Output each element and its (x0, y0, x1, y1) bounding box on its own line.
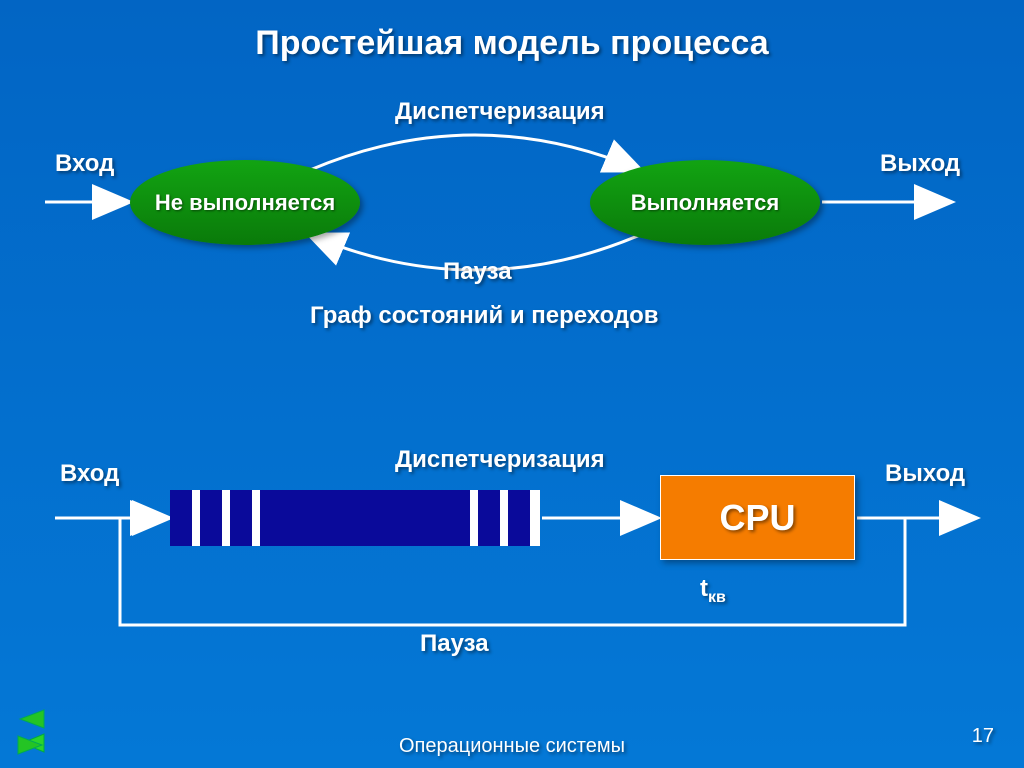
queue-label-in: Вход (60, 460, 119, 488)
edge-label-pause: Пауза (443, 258, 512, 286)
queue-segment (478, 490, 500, 546)
edge-label-out: Выход (880, 150, 960, 178)
triangle-left-icon[interactable] (16, 708, 46, 730)
state-diagram-subtitle: Граф состояний и переходов (310, 302, 659, 330)
state-node-label: Выполняется (631, 190, 779, 216)
cpu-box: CPU (660, 475, 855, 560)
process-queue (170, 490, 540, 546)
queue-segment (530, 490, 540, 546)
nav-controls (16, 708, 46, 756)
queue-label-dispatch: Диспетчеризация (395, 446, 605, 474)
queue-segment (252, 490, 260, 546)
page-number: 17 (972, 725, 994, 748)
state-diagram: Не выполняется Выполняется Вход Выход Ди… (0, 80, 1024, 340)
queue-label-out: Выход (885, 460, 965, 488)
triangle-right-icon[interactable] (16, 734, 46, 756)
queue-segment (170, 490, 192, 546)
queue-segment (222, 490, 230, 546)
queue-segment (192, 490, 200, 546)
queue-segment (230, 490, 252, 546)
edge-label-dispatch: Диспетчеризация (395, 98, 605, 126)
state-node-label: Не выполняется (155, 190, 335, 216)
queue-label-pause: Пауза (420, 630, 489, 658)
queue-segment (500, 490, 508, 546)
cpu-label: CPU (719, 497, 795, 539)
queue-diagram: CPU Вход Выход Диспетчеризация Пауза tкв (0, 430, 1024, 680)
queue-segment (200, 490, 222, 546)
state-node-running: Выполняется (590, 160, 820, 245)
footer-text: Операционные системы (0, 735, 1024, 758)
queue-label-tquantum: tкв (700, 575, 726, 607)
queue-segment (260, 490, 470, 546)
edge-label-in: Вход (55, 150, 114, 178)
slide-title: Простейшая модель процесса (0, 0, 1024, 63)
t-sub: кв (708, 589, 726, 606)
t-symbol: t (700, 575, 708, 602)
queue-segment (470, 490, 478, 546)
state-node-not-running: Не выполняется (130, 160, 360, 245)
queue-segment (508, 490, 530, 546)
